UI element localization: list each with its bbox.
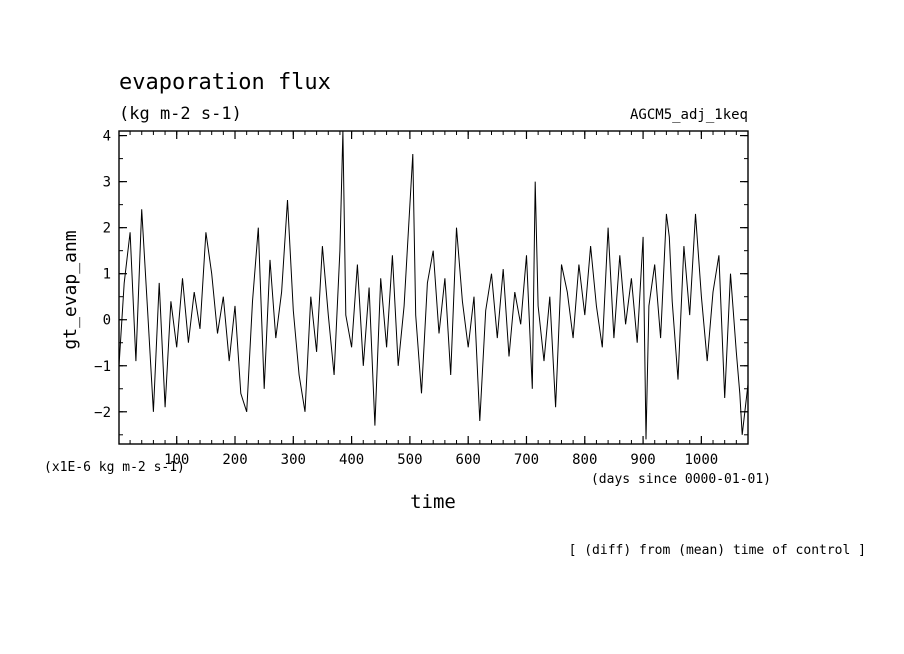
x-axis-label: time [410,491,456,513]
y-tick-label: 0 [103,313,111,329]
x-tick-label: 500 [397,452,422,468]
plot-frame [118,130,749,445]
footnote: [ (diff) from (mean) time of control ] [569,543,866,558]
y-unit-note: (x1E-6 kg m-2 s-1) [44,460,185,475]
y-tick-label: −1 [94,359,111,375]
x-tick-label: 200 [222,452,247,468]
axis-ticks: 100 200 300 400 500 600 700 800 900 1000 −2 −1 0 1 2 3 4 [94,129,749,468]
series-line [118,130,749,440]
chart-title: evaporation flux [119,70,331,95]
x-tick-label: 1000 [685,452,719,468]
x-tick-label: 900 [630,452,655,468]
x-tick-label: 300 [281,452,306,468]
chart-subtitle: (kg m-2 s-1) [119,104,242,124]
y-axis-label: gt_evap_anm [60,230,81,349]
y-tick-label: 4 [103,129,111,145]
experiment-label: AGCM5_adj_1keq [630,107,748,123]
x-tick-label: 800 [572,452,597,468]
y-tick-label: 1 [103,267,111,283]
x-tick-label: 700 [514,452,539,468]
y-tick-label: 2 [103,221,111,237]
x-unit-note: (days since 0000-01-01) [591,472,771,487]
x-tick-label: 600 [456,452,481,468]
x-tick-label: 100 [164,452,189,468]
y-tick-label: 3 [103,175,111,191]
y-tick-label: −2 [94,405,111,421]
x-tick-label: 400 [339,452,364,468]
